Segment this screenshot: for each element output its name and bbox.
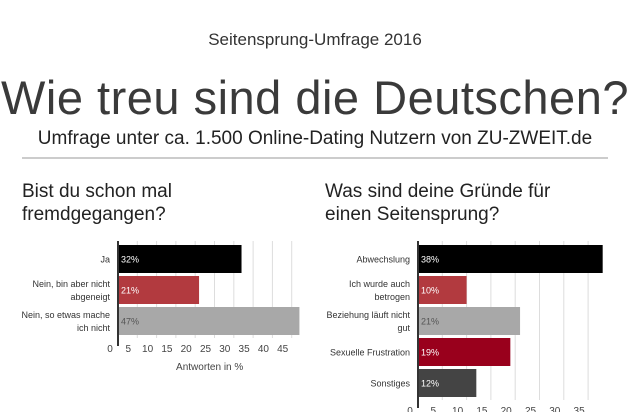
chart2-title-line: einen Seitensprung? — [325, 204, 500, 225]
x-tick-label: 30 — [219, 344, 231, 355]
x-tick-label: 40 — [258, 344, 270, 355]
data-label: 21% — [421, 317, 439, 327]
category-label: gut — [397, 323, 410, 333]
x-tick-label: 5 — [431, 406, 437, 412]
chart2-title: Was sind deine Gründe für einen Seitensp… — [325, 180, 550, 226]
category-label: Ja — [100, 255, 110, 265]
x-tick-label: 10 — [142, 344, 154, 355]
x-tick-label: 35 — [574, 406, 586, 412]
category-label: ich nicht — [77, 323, 111, 333]
x-tick-label: 15 — [476, 406, 488, 412]
x-tick-label: 5 — [126, 344, 132, 355]
chart1-title-line: Bist du schon mal — [22, 181, 172, 202]
category-label: Abwechslung — [356, 255, 410, 265]
category-label: Sonstiges — [370, 379, 410, 389]
data-label: 12% — [421, 379, 439, 389]
category-label: Ich wurde auch — [349, 279, 410, 289]
x-tick-label: 30 — [549, 406, 561, 412]
x-axis-label: Antworten in % — [176, 362, 243, 373]
category-label: Beziehung läuft nicht — [326, 310, 410, 320]
category-label: Sexuelle Frustration — [330, 348, 410, 358]
category-label: abgeneigt — [70, 292, 110, 302]
chart2-title-line: Was sind deine Gründe für — [325, 181, 551, 202]
category-label: Nein, bin aber nicht — [32, 279, 110, 289]
divider — [22, 157, 608, 159]
x-tick-label: 25 — [200, 344, 212, 355]
bar — [418, 307, 521, 335]
data-label: 32% — [121, 255, 139, 265]
x-tick-label: 0 — [107, 344, 113, 355]
x-tick-label: 20 — [501, 406, 513, 412]
category-label: Nein, so etwas mache — [21, 310, 110, 320]
x-tick-label: 45 — [277, 344, 289, 355]
x-tick-label: 35 — [239, 344, 251, 355]
chart1-title-line: fremdgegangen? — [22, 204, 166, 225]
data-label: 47% — [121, 317, 139, 327]
bar — [418, 276, 467, 304]
category-label: betrogen — [374, 292, 410, 302]
x-tick-label: 10 — [452, 406, 464, 412]
x-tick-label: 0 — [407, 406, 413, 412]
x-tick-label: 20 — [181, 344, 193, 355]
data-label: 38% — [421, 255, 439, 265]
bar — [418, 369, 477, 397]
bar — [418, 245, 603, 273]
data-label: 21% — [121, 286, 139, 296]
chart1-title: Bist du schon mal fremdgegangen? — [22, 180, 172, 226]
x-tick-label: 15 — [161, 344, 173, 355]
bar — [118, 245, 242, 273]
bar — [118, 307, 300, 335]
bar — [118, 276, 200, 304]
x-tick-label: 25 — [525, 406, 537, 412]
data-label: 10% — [421, 286, 439, 296]
subtitle: Umfrage unter ca. 1.500 Online-Dating Nu… — [37, 128, 593, 149]
bar — [418, 338, 511, 366]
supertitle: Seitensprung-Umfrage 2016 — [208, 30, 422, 49]
data-label: 19% — [421, 348, 439, 358]
page-title: Wie treu sind die Deutschen? — [1, 71, 629, 124]
